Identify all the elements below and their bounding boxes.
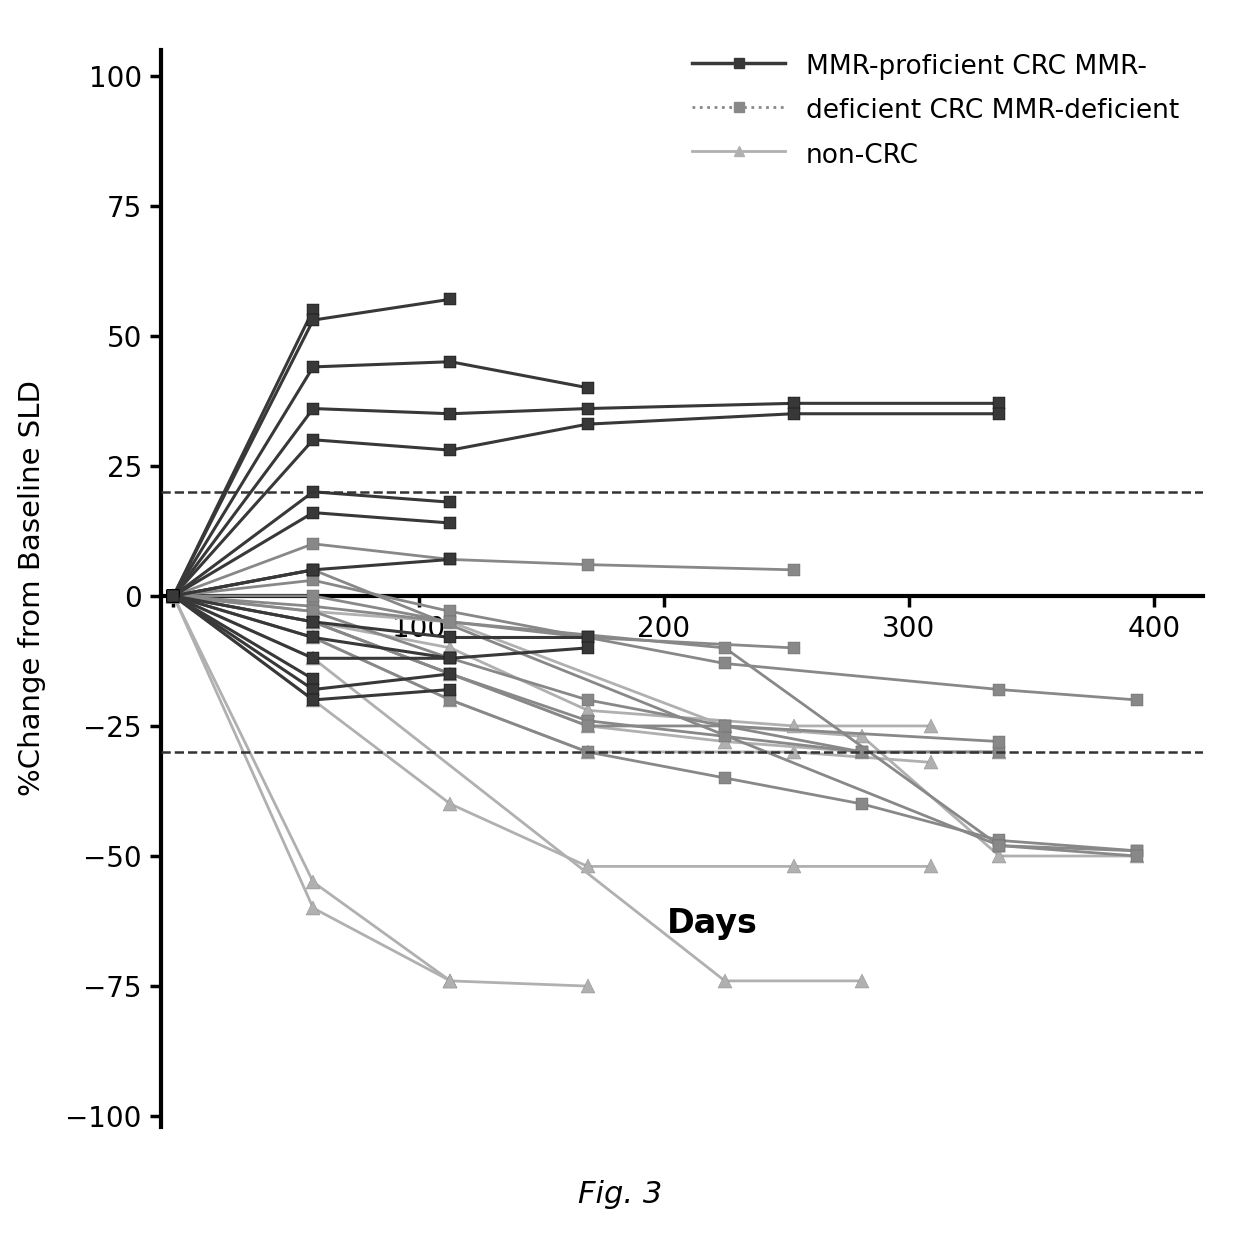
Y-axis label: %Change from Baseline SLD: %Change from Baseline SLD (17, 380, 46, 796)
Legend: MMR-proficient CRC MMR-, deficient CRC MMR-deficient, non-CRC: MMR-proficient CRC MMR-, deficient CRC M… (682, 41, 1189, 180)
Text: Fig. 3: Fig. 3 (578, 1180, 662, 1210)
Text: Days: Days (667, 907, 758, 940)
